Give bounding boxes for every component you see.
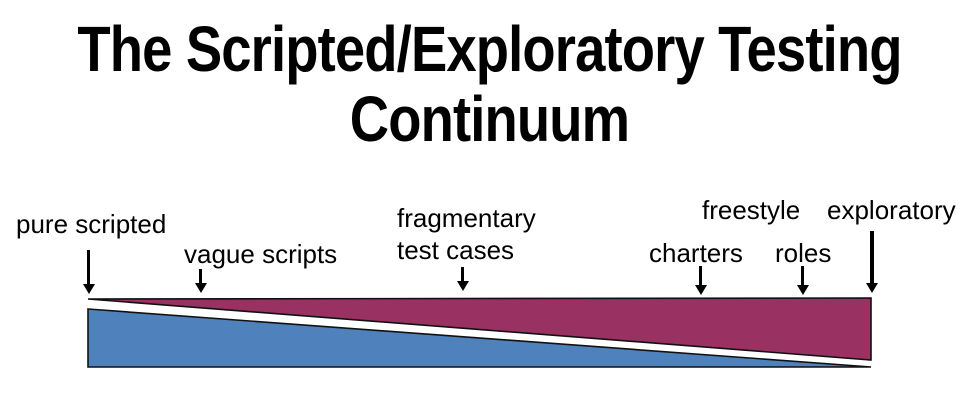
page-title-line2: Continuum — [349, 83, 630, 155]
arrow-head — [195, 283, 207, 293]
arrow-stem — [87, 250, 90, 285]
continuum-wedge-bar — [87, 297, 872, 368]
label-fragmentary-line2: test cases — [397, 235, 515, 265]
arrow-head — [695, 285, 707, 295]
arrow-head — [797, 285, 809, 295]
arrow-stem — [461, 267, 464, 282]
label-charters: charters — [649, 238, 743, 268]
arrow-stem — [801, 266, 804, 286]
arrow-head — [866, 283, 878, 293]
page-title: The Scripted/Exploratory Testing Continu… — [73, 14, 905, 154]
label-exploratory: exploratory — [827, 195, 956, 225]
arrow-stem — [199, 269, 202, 284]
label-freestyle: freestyle — [702, 195, 801, 225]
label-vague-scripts: vague scripts — [184, 239, 338, 269]
down-arrow-icon-pure-scripted — [83, 250, 95, 294]
down-arrow-icon-vague-scripts — [195, 269, 207, 293]
scripted-wedge — [87, 308, 872, 368]
arrow-head — [457, 281, 469, 291]
down-arrow-icon-charters — [695, 266, 707, 295]
label-fragmentary-line1: fragmentary — [397, 203, 536, 233]
page-title-line1: The Scripted/Exploratory Testing — [77, 13, 902, 85]
label-pure-scripted: pure scripted — [16, 209, 167, 239]
down-arrow-icon-roles — [797, 266, 809, 295]
down-arrow-icon-fragmentary-test-cases — [457, 267, 469, 291]
arrow-stem — [699, 266, 702, 286]
arrow-stem — [869, 231, 874, 284]
exploratory-wedge — [87, 297, 872, 361]
arrow-head — [83, 284, 95, 294]
label-fragmentary-test-cases: fragmentary test cases — [397, 202, 536, 266]
down-arrow-icon-exploratory — [866, 231, 878, 293]
label-roles: roles — [775, 238, 832, 268]
